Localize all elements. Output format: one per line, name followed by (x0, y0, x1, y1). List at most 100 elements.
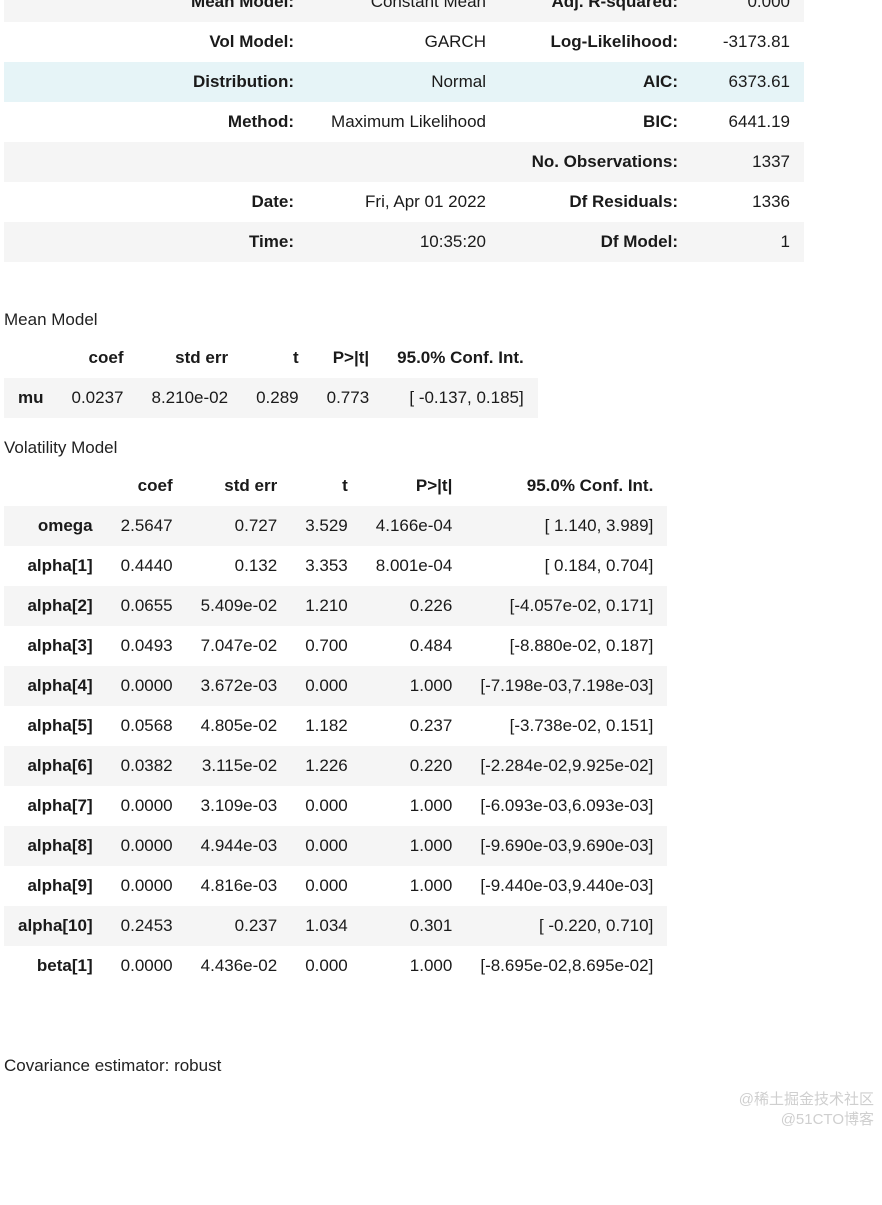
param-label: alpha[8] (4, 826, 107, 866)
param-value: 3.529 (291, 506, 362, 546)
table-header-row: coefstd errtP>|t|95.0% Conf. Int. (4, 466, 667, 506)
table-row: alpha[2]0.06555.409e-021.2100.226[-4.057… (4, 586, 667, 626)
param-value: 3.115e-02 (187, 746, 292, 786)
watermark-line2: @51CTO博客 (739, 1110, 874, 1130)
param-value: [-6.093e-03,6.093e-03] (466, 786, 667, 826)
summary-cell: No. Observations: (500, 142, 692, 182)
column-header: t (242, 338, 313, 378)
covariance-note: Covariance estimator: robust (0, 1056, 882, 1076)
param-value: [ 0.184, 0.704] (466, 546, 667, 586)
param-value: 7.047e-02 (187, 626, 292, 666)
summary-table: Mean Model:Constant MeanAdj. R-squared:0… (4, 0, 804, 262)
summary-cell: 1 (692, 222, 804, 262)
table-row: alpha[7]0.00003.109e-030.0001.000[-6.093… (4, 786, 667, 826)
param-value: 4.816e-03 (187, 866, 292, 906)
param-value: 4.805e-02 (187, 706, 292, 746)
summary-row: Time:10:35:20Df Model:1 (4, 222, 804, 262)
summary-row: No. Observations:1337 (4, 142, 804, 182)
summary-cell: Constant Mean (308, 0, 500, 22)
vol-model-title: Volatility Model (0, 432, 882, 464)
column-header: coef (107, 466, 187, 506)
param-value: [-8.880e-02, 0.187] (466, 626, 667, 666)
param-value: 1.182 (291, 706, 362, 746)
param-value: 0.2453 (107, 906, 187, 946)
param-value: 0.773 (313, 378, 384, 418)
param-value: 0.000 (291, 866, 362, 906)
summary-cell: Mean Model: (4, 0, 308, 22)
param-value: 8.001e-04 (362, 546, 467, 586)
summary-cell: Adj. R-squared: (500, 0, 692, 22)
param-value: 3.672e-03 (187, 666, 292, 706)
param-value: 8.210e-02 (138, 378, 243, 418)
column-header (4, 338, 58, 378)
param-label: alpha[6] (4, 746, 107, 786)
param-value: 0.0655 (107, 586, 187, 626)
param-value: [-9.440e-03,9.440e-03] (466, 866, 667, 906)
param-value: [-9.690e-03,9.690e-03] (466, 826, 667, 866)
column-header: P>|t| (362, 466, 467, 506)
param-label: beta[1] (4, 946, 107, 986)
summary-cell: -3173.81 (692, 22, 804, 62)
param-value: [-4.057e-02, 0.171] (466, 586, 667, 626)
param-value: 0.0382 (107, 746, 187, 786)
summary-cell: Vol Model: (4, 22, 308, 62)
param-label: alpha[10] (4, 906, 107, 946)
summary-cell: Distribution: (4, 62, 308, 102)
param-label: alpha[1] (4, 546, 107, 586)
param-value: 2.5647 (107, 506, 187, 546)
watermark: @稀土掘金技术社区 @51CTO博客 (739, 1090, 874, 1129)
param-value: 5.409e-02 (187, 586, 292, 626)
summary-cell: 6441.19 (692, 102, 804, 142)
column-header: coef (58, 338, 138, 378)
summary-cell: 1337 (692, 142, 804, 182)
param-value: 3.109e-03 (187, 786, 292, 826)
param-value: 1.000 (362, 866, 467, 906)
param-label: omega (4, 506, 107, 546)
table-row: alpha[5]0.05684.805e-021.1820.237[-3.738… (4, 706, 667, 746)
param-value: 0.0000 (107, 786, 187, 826)
table-row: alpha[8]0.00004.944e-030.0001.000[-9.690… (4, 826, 667, 866)
param-value: 1.210 (291, 586, 362, 626)
param-value: 0.237 (362, 706, 467, 746)
param-value: 0.0000 (107, 666, 187, 706)
summary-cell (308, 142, 500, 182)
table-row: alpha[9]0.00004.816e-030.0001.000[-9.440… (4, 866, 667, 906)
param-value: [ 1.140, 3.989] (466, 506, 667, 546)
param-value: 0.0568 (107, 706, 187, 746)
param-value: [ -0.137, 0.185] (383, 378, 538, 418)
summary-cell: Date: (4, 182, 308, 222)
summary-cell: 1336 (692, 182, 804, 222)
summary-cell: Df Model: (500, 222, 692, 262)
param-value: 4.166e-04 (362, 506, 467, 546)
param-label: alpha[5] (4, 706, 107, 746)
param-value: 1.000 (362, 786, 467, 826)
param-value: 1.000 (362, 666, 467, 706)
param-value: 0.132 (187, 546, 292, 586)
param-value: [ -0.220, 0.710] (466, 906, 667, 946)
param-label: alpha[7] (4, 786, 107, 826)
summary-cell: BIC: (500, 102, 692, 142)
table-row: alpha[3]0.04937.047e-020.7000.484[-8.880… (4, 626, 667, 666)
column-header (4, 466, 107, 506)
table-row: alpha[10]0.24530.2371.0340.301[ -0.220, … (4, 906, 667, 946)
param-value: 0.0000 (107, 866, 187, 906)
param-label: alpha[4] (4, 666, 107, 706)
mean-model-title: Mean Model (0, 304, 882, 336)
param-value: 0.0000 (107, 826, 187, 866)
summary-row: Mean Model:Constant MeanAdj. R-squared:0… (4, 0, 804, 22)
param-value: 0.000 (291, 826, 362, 866)
param-value: 0.727 (187, 506, 292, 546)
param-value: 0.0000 (107, 946, 187, 986)
param-label: alpha[3] (4, 626, 107, 666)
summary-cell (4, 142, 308, 182)
param-value: 0.237 (187, 906, 292, 946)
param-value: 0.301 (362, 906, 467, 946)
param-value: 0.700 (291, 626, 362, 666)
summary-row: Distribution:NormalAIC:6373.61 (4, 62, 804, 102)
summary-cell: 10:35:20 (308, 222, 500, 262)
table-row: beta[1]0.00004.436e-020.0001.000[-8.695e… (4, 946, 667, 986)
mean-model-table: coefstd errtP>|t|95.0% Conf. Int.mu0.023… (4, 338, 538, 418)
param-value: 0.0237 (58, 378, 138, 418)
param-value: 0.289 (242, 378, 313, 418)
param-value: 3.353 (291, 546, 362, 586)
